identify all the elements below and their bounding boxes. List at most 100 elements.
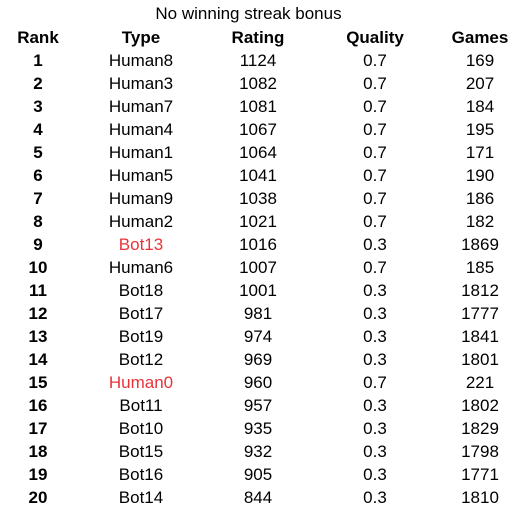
quality-cell: 0.7 [363, 74, 387, 93]
rating-cell: 957 [243, 396, 273, 415]
table-row: 3 Human7 1081 0.7 184 [0, 95, 520, 118]
rating-cell: 1081 [239, 97, 277, 116]
column-header-rating: Rating [231, 28, 285, 47]
games-cell: 1798 [461, 442, 499, 461]
games-cell: 1802 [461, 396, 499, 415]
rating-cell: 935 [243, 419, 273, 438]
games-cell: 1777 [461, 304, 499, 323]
table-row: 2 Human3 1082 0.7 207 [0, 72, 520, 95]
type-cell: Human6 [108, 258, 174, 277]
rank-cell: 9 [33, 235, 43, 254]
quality-cell: 0.7 [363, 166, 387, 185]
type-cell: Bot14 [118, 488, 164, 507]
type-cell: Human8 [108, 51, 174, 70]
quality-cell: 0.3 [363, 465, 387, 484]
type-cell: Bot12 [118, 350, 164, 369]
table-row: 4 Human4 1067 0.7 195 [0, 118, 520, 141]
rank-cell: 13 [28, 327, 48, 346]
header-row: Rank Type Rating Quality Games [0, 26, 520, 49]
games-cell: 186 [465, 189, 495, 208]
quality-cell: 0.3 [363, 396, 387, 415]
games-cell: 221 [465, 373, 495, 392]
column-header-rank: Rank [17, 28, 59, 47]
table-row: 15 Human0 960 0.7 221 [0, 371, 520, 394]
table-row: 12 Bot17 981 0.3 1777 [0, 302, 520, 325]
games-cell: 1801 [461, 350, 499, 369]
quality-cell: 0.7 [363, 51, 387, 70]
quality-cell: 0.3 [363, 304, 387, 323]
table-row: 19 Bot16 905 0.3 1771 [0, 463, 520, 486]
rank-cell: 16 [28, 396, 48, 415]
rank-cell: 15 [28, 373, 48, 392]
table-row: 20 Bot14 844 0.3 1810 [0, 486, 520, 509]
games-cell: 1841 [461, 327, 499, 346]
rating-cell: 981 [243, 304, 273, 323]
table-row: 17 Bot10 935 0.3 1829 [0, 417, 520, 440]
type-cell: Human5 [108, 166, 174, 185]
ranking-table: Rank Type Rating Quality Games 1 Human8 11… [0, 26, 520, 509]
type-cell: Human7 [108, 97, 174, 116]
table-row: 10 Human6 1007 0.7 185 [0, 256, 520, 279]
rank-cell: 19 [28, 465, 48, 484]
type-cell: Bot11 [119, 396, 163, 415]
rank-cell: 20 [28, 488, 48, 507]
quality-cell: 0.3 [363, 235, 387, 254]
type-cell: Bot17 [118, 304, 164, 323]
quality-cell: 0.7 [363, 258, 387, 277]
table-row: 14 Bot12 969 0.3 1801 [0, 348, 520, 371]
rank-cell: 5 [33, 143, 43, 162]
games-cell: 190 [465, 166, 495, 185]
quality-cell: 0.7 [363, 212, 387, 231]
rank-cell: 17 [28, 419, 48, 438]
rating-cell: 1007 [239, 258, 277, 277]
type-cell: Human4 [108, 120, 174, 139]
rank-cell: 3 [33, 97, 43, 116]
quality-cell: 0.3 [363, 350, 387, 369]
rank-cell: 14 [28, 350, 48, 369]
rating-cell: 932 [243, 442, 273, 461]
rating-cell: 905 [243, 465, 273, 484]
quality-cell: 0.7 [363, 373, 387, 392]
rank-cell: 12 [28, 304, 48, 323]
rank-cell: 6 [33, 166, 43, 185]
rating-cell: 969 [243, 350, 273, 369]
games-cell: 185 [465, 258, 495, 277]
quality-cell: 0.7 [363, 120, 387, 139]
table-row: 13 Bot19 974 0.3 1841 [0, 325, 520, 348]
table-row: 16 Bot11 957 0.3 1802 [0, 394, 520, 417]
games-cell: 184 [465, 97, 495, 116]
table-row: 9 Bot13 1016 0.3 1869 [0, 233, 520, 256]
games-cell: 171 [465, 143, 495, 162]
quality-cell: 0.3 [363, 327, 387, 346]
table-row: 11 Bot18 1001 0.3 1812 [0, 279, 520, 302]
rating-cell: 1064 [239, 143, 277, 162]
games-cell: 1869 [461, 235, 499, 254]
table-title: No winning streak bonus [155, 4, 342, 23]
type-cell: Bot13 [118, 235, 164, 254]
rating-cell: 974 [243, 327, 273, 346]
table-row: 6 Human5 1041 0.7 190 [0, 164, 520, 187]
rank-cell: 10 [28, 258, 48, 277]
quality-cell: 0.7 [363, 189, 387, 208]
type-cell: Bot19 [118, 327, 164, 346]
column-header-quality: Quality [346, 28, 404, 47]
games-cell: 1829 [461, 419, 499, 438]
rating-cell: 1124 [239, 51, 277, 70]
rank-cell: 7 [33, 189, 43, 208]
quality-cell: 0.3 [363, 442, 387, 461]
type-cell: Human1 [108, 143, 174, 162]
games-cell: 169 [465, 51, 495, 70]
rating-cell: 1082 [239, 74, 277, 93]
table-row: 18 Bot15 932 0.3 1798 [0, 440, 520, 463]
table-row: 1 Human8 1124 0.7 169 [0, 49, 520, 72]
type-cell: Bot10 [118, 419, 164, 438]
games-cell: 1812 [461, 281, 499, 300]
type-cell: Human2 [108, 212, 174, 231]
type-cell: Bot18 [118, 281, 164, 300]
quality-cell: 0.3 [363, 281, 387, 300]
rank-cell: 1 [33, 51, 43, 70]
table-row: 5 Human1 1064 0.7 171 [0, 141, 520, 164]
games-cell: 195 [465, 120, 495, 139]
quality-cell: 0.7 [363, 143, 387, 162]
column-header-games: Games [451, 28, 509, 47]
